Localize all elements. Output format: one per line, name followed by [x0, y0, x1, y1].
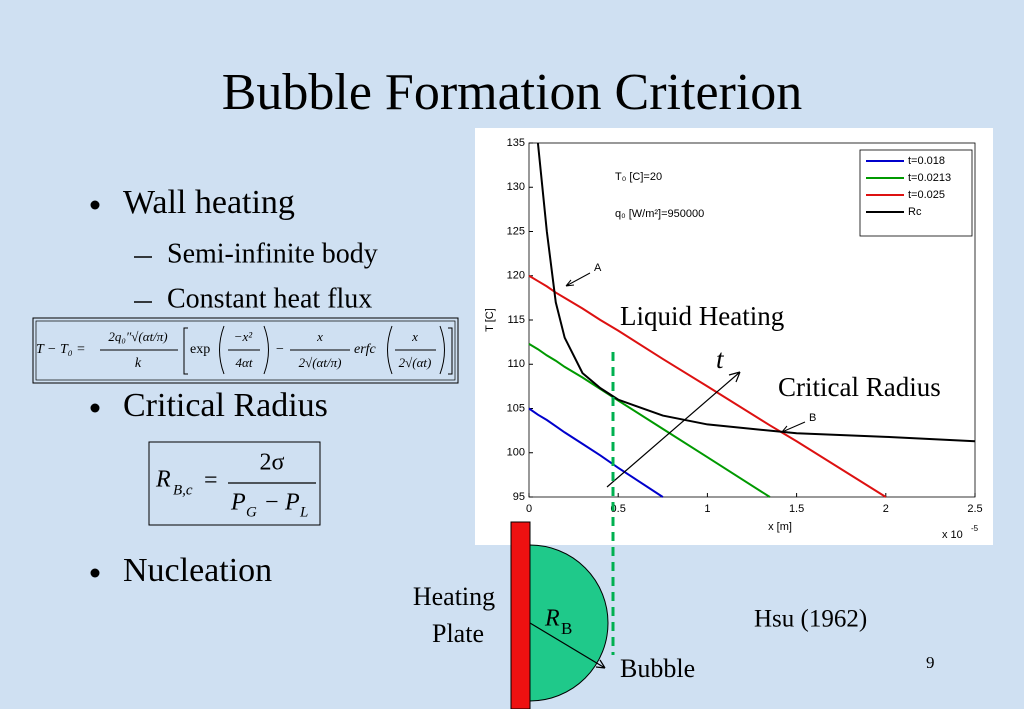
- bullet-text: Wall heating: [123, 184, 295, 221]
- eq-text: T − T₀ =: [36, 342, 86, 357]
- y-tick-label: 125: [507, 225, 525, 237]
- label: Heating: [413, 582, 495, 611]
- equation-box: [148, 441, 321, 526]
- x-tick-label: 1.5: [789, 503, 804, 515]
- bracket: [183, 327, 188, 375]
- label: Critical Radius: [778, 372, 941, 402]
- legend-box: [859, 149, 973, 237]
- bullet: [90, 568, 100, 578]
- label: t: [716, 344, 725, 374]
- heating-plate: [510, 521, 531, 709]
- critical-radius-equation: R B,c = 2σ P G − P L: [148, 441, 321, 526]
- eq-text: 2√(αt/π): [299, 355, 342, 370]
- equation-box: [32, 317, 459, 384]
- y-tick-label: 100: [507, 447, 525, 459]
- x-multiplier-exponent: -5: [971, 524, 979, 533]
- bullet-text: Critical Radius: [123, 387, 328, 424]
- y-tick-label: 115: [507, 314, 525, 326]
- chart-annotation: q₀ [W/m²]=950000: [615, 208, 704, 220]
- eq-text: B,c: [173, 482, 193, 498]
- x-axis-label: x [m]: [768, 521, 792, 533]
- annotation-arrow: [565, 272, 591, 287]
- label: Plate: [432, 619, 484, 648]
- eq-text: 2√(αt): [399, 355, 432, 370]
- eq-text: x: [411, 329, 418, 344]
- eq-text: −: [265, 490, 279, 516]
- bullet: [90, 403, 100, 413]
- eq-text: −x²: [234, 329, 254, 344]
- x-tick-label: 2.5: [967, 503, 982, 515]
- paren: [439, 325, 445, 375]
- sub-bullet-text: Semi-infinite body: [167, 238, 378, 269]
- y-tick-label: 135: [507, 137, 525, 149]
- paren: [263, 325, 269, 375]
- eq-text: k: [135, 356, 142, 371]
- y-tick-label: 120: [507, 270, 525, 282]
- chart-annotation: T₀ [C]=20: [615, 171, 662, 183]
- y-tick-label: 95: [513, 491, 525, 503]
- y-tick-label: 130: [507, 181, 525, 193]
- page-number: 9: [926, 653, 935, 672]
- bubble: [529, 544, 609, 702]
- eq-text: R: [155, 467, 171, 493]
- label: Bubble: [620, 654, 695, 683]
- label: B: [561, 619, 572, 638]
- bullet-text: Nucleation: [123, 552, 272, 589]
- eq-text: 4αt: [236, 355, 253, 370]
- eq-text: exp: [190, 342, 210, 357]
- eq-text: 2σ: [260, 450, 285, 476]
- series-line: [528, 274, 887, 498]
- eq-text: G: [246, 504, 257, 520]
- x-tick-label: 2: [883, 503, 889, 515]
- bracket: [448, 327, 453, 375]
- arrow: [606, 371, 741, 488]
- eq-text: x: [316, 329, 323, 344]
- legend-label: Rc: [908, 206, 922, 218]
- x-multiplier: x 10: [942, 529, 963, 541]
- bullet: [90, 200, 100, 210]
- heat-flux-equation: T − T₀ = 2q₀″√(αt/π) k exp −x² 4αt − x 2…: [32, 317, 459, 384]
- annotation-arrow: [781, 421, 806, 433]
- eq-text: 2q₀″√(αt/π): [108, 329, 167, 344]
- x-tick-label: 0: [526, 503, 532, 515]
- paren: [387, 325, 393, 375]
- paren: [219, 325, 225, 375]
- legend-label: t=0.025: [908, 189, 945, 201]
- slide-title: Bubble Formation Criterion: [222, 64, 803, 121]
- label: Liquid Heating: [620, 301, 784, 331]
- eq-text: P: [284, 490, 300, 516]
- chart-annotation: A: [594, 262, 602, 274]
- eq-text: erfc: [354, 342, 377, 357]
- sub-bullet-text: Constant heat flux: [167, 283, 372, 314]
- label: Hsu (1962): [754, 606, 867, 633]
- x-tick-label: 1: [704, 503, 710, 515]
- series-line: [536, 142, 976, 443]
- series-line: [528, 343, 771, 498]
- chart-annotation: B: [809, 412, 816, 424]
- legend-label: t=0.0213: [908, 172, 951, 184]
- radius-arrow: [529, 622, 606, 669]
- y-tick-label: 110: [507, 358, 525, 370]
- eq-text: −: [276, 342, 284, 357]
- eq-text: =: [204, 468, 218, 494]
- label: R: [544, 606, 560, 632]
- legend-label: t=0.018: [908, 155, 945, 167]
- y-axis-label: T [C]: [484, 308, 496, 332]
- y-tick-label: 105: [507, 402, 525, 414]
- eq-text: P: [230, 490, 246, 516]
- equation-box: [35, 320, 456, 381]
- eq-text: L: [299, 504, 308, 520]
